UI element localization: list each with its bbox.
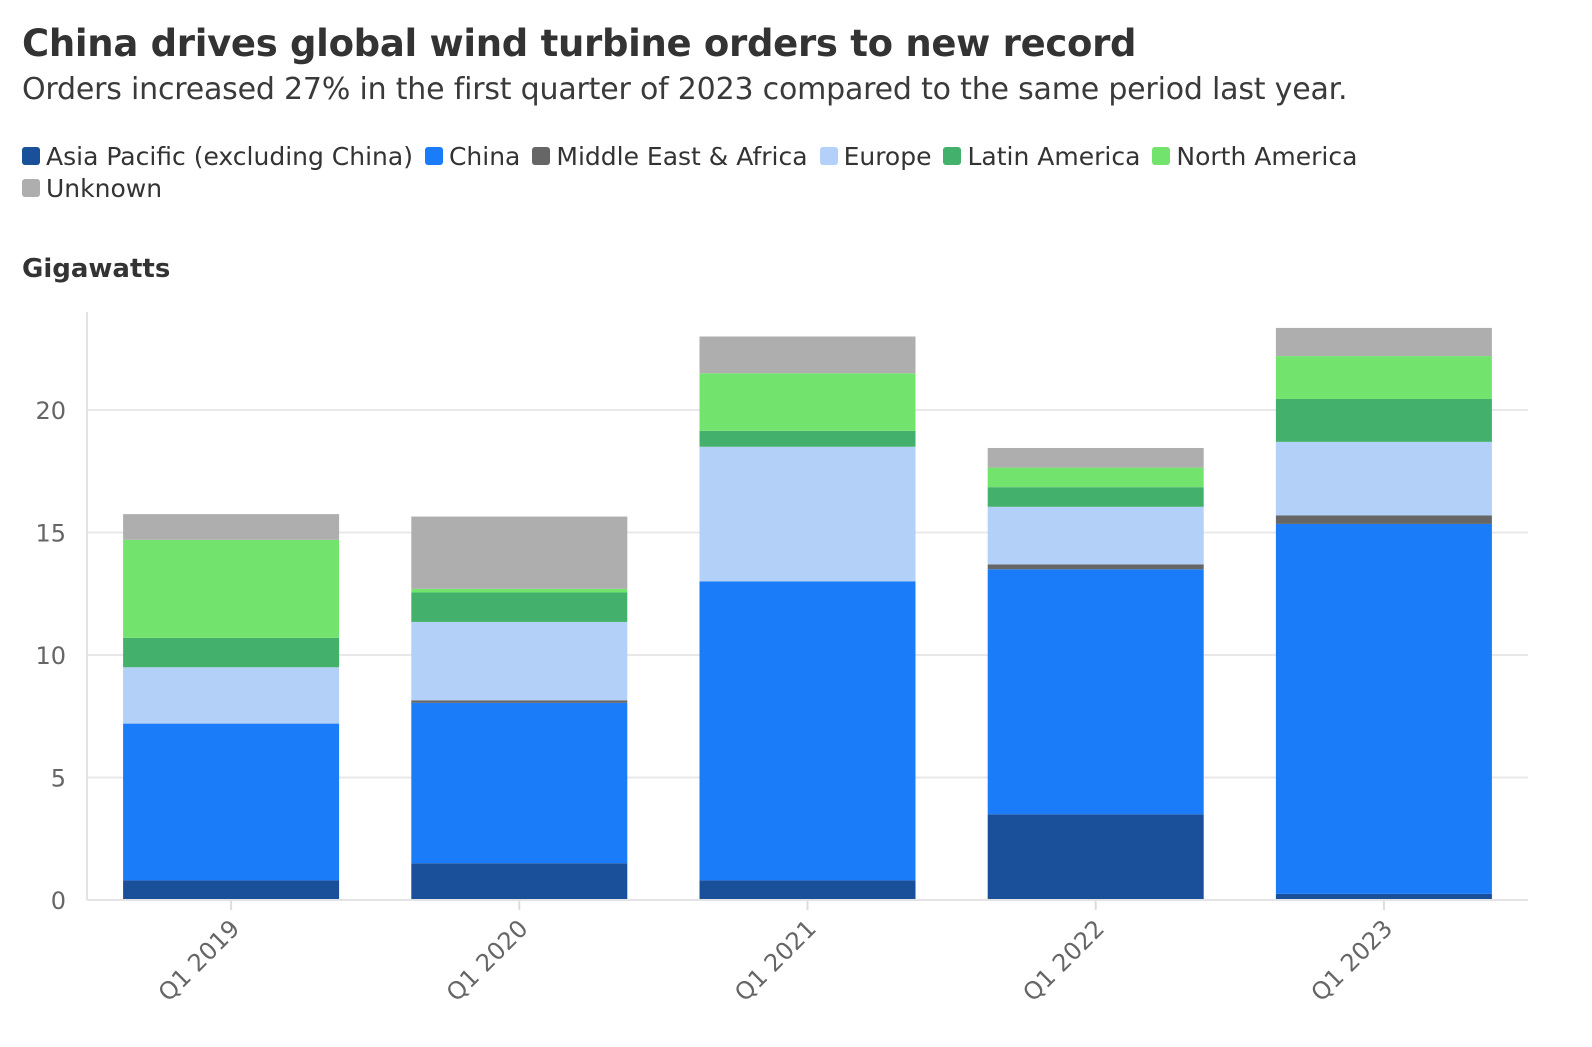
bar-segment [411, 621, 628, 701]
legend-swatch [1152, 147, 1171, 165]
y-axis-unit-label: Gigawatts [22, 254, 171, 284]
bar-segment [411, 700, 628, 703]
bar-segment [987, 487, 1204, 507]
bar-segment [411, 588, 628, 593]
bar-segment [699, 373, 916, 431]
x-tick-label: Q1 2023 [1306, 914, 1399, 1007]
legend-row: Asia Pacific (excluding China) China Mid… [22, 140, 1522, 172]
x-tick-label: Q1 2020 [441, 914, 534, 1007]
legend-item-unknown[interactable]: Unknown [22, 174, 162, 203]
x-tick-label: Q1 2021 [729, 914, 822, 1007]
y-tick-label: 5 [51, 765, 66, 793]
legend-label: Unknown [46, 173, 163, 203]
bar-segment [987, 814, 1204, 900]
bar-segment [699, 446, 916, 582]
bar-segment [987, 467, 1204, 488]
bar-segment [1275, 515, 1492, 524]
bar-segment [699, 336, 916, 374]
bar-segment [1275, 441, 1492, 516]
y-tick-label: 20 [35, 397, 66, 425]
bar-segment [1275, 523, 1492, 894]
bar-segment [699, 430, 916, 447]
legend-swatch [22, 179, 40, 197]
legend-item-europe[interactable]: Europe [819, 141, 932, 171]
bar-segment [123, 514, 340, 540]
chart-title: China drives global wind turbine orders … [22, 22, 1137, 65]
x-tick-label: Q1 2022 [1017, 914, 1110, 1007]
legend-item-north-america[interactable]: North America [1152, 142, 1357, 171]
legend-label: Asia Pacific (excluding China) [46, 141, 413, 171]
legend-row: Unknown [22, 172, 1522, 204]
legend-label: China [448, 141, 521, 171]
legend-label: Latin America [967, 141, 1141, 171]
bar-segment [123, 723, 340, 881]
bars [123, 327, 1492, 900]
bar-segment [411, 863, 628, 900]
legend-label: Middle East & Africa [556, 141, 808, 171]
legend-swatch [943, 147, 962, 165]
bar-segment [411, 592, 628, 622]
bar-segment [1275, 356, 1492, 399]
bar-segment [411, 516, 628, 589]
bar-segment [123, 880, 340, 900]
bar-segment [123, 637, 340, 668]
legend-item-china[interactable]: China [424, 141, 521, 171]
y-tick-label: 10 [35, 642, 66, 670]
y-tick-label: 15 [35, 520, 66, 548]
legend-item-latin-america[interactable]: Latin America [943, 142, 1140, 171]
legend-item-asia-pacific[interactable]: Asia Pacific (excluding China) [22, 142, 413, 171]
legend-swatch [532, 147, 551, 165]
legend-swatch [22, 147, 40, 165]
bar-segment [987, 564, 1204, 570]
bar-segment [123, 539, 340, 638]
bar-segment [1275, 327, 1492, 357]
bar-segment [699, 581, 916, 881]
legend: Asia Pacific (excluding China) China Mid… [22, 140, 1522, 204]
bar-segment [987, 569, 1204, 815]
legend-swatch [424, 147, 443, 165]
bar-segment [987, 506, 1204, 565]
legend-label: North America [1176, 141, 1358, 171]
bar-segment [1275, 893, 1492, 900]
legend-item-middle-east-africa[interactable]: Middle East & Africa [532, 141, 808, 171]
bar-segment [1275, 398, 1492, 442]
y-tick-label: 0 [51, 887, 66, 915]
bar-segment [123, 667, 340, 724]
bar-segment [411, 702, 628, 864]
legend-swatch [819, 147, 838, 165]
x-tick-label: Q1 2019 [153, 914, 246, 1007]
chart-subtitle: Orders increased 27% in the first quarte… [22, 72, 1348, 107]
legend-label: Europe [843, 141, 932, 171]
bar-segment [987, 447, 1204, 468]
bar-segment [699, 880, 916, 900]
